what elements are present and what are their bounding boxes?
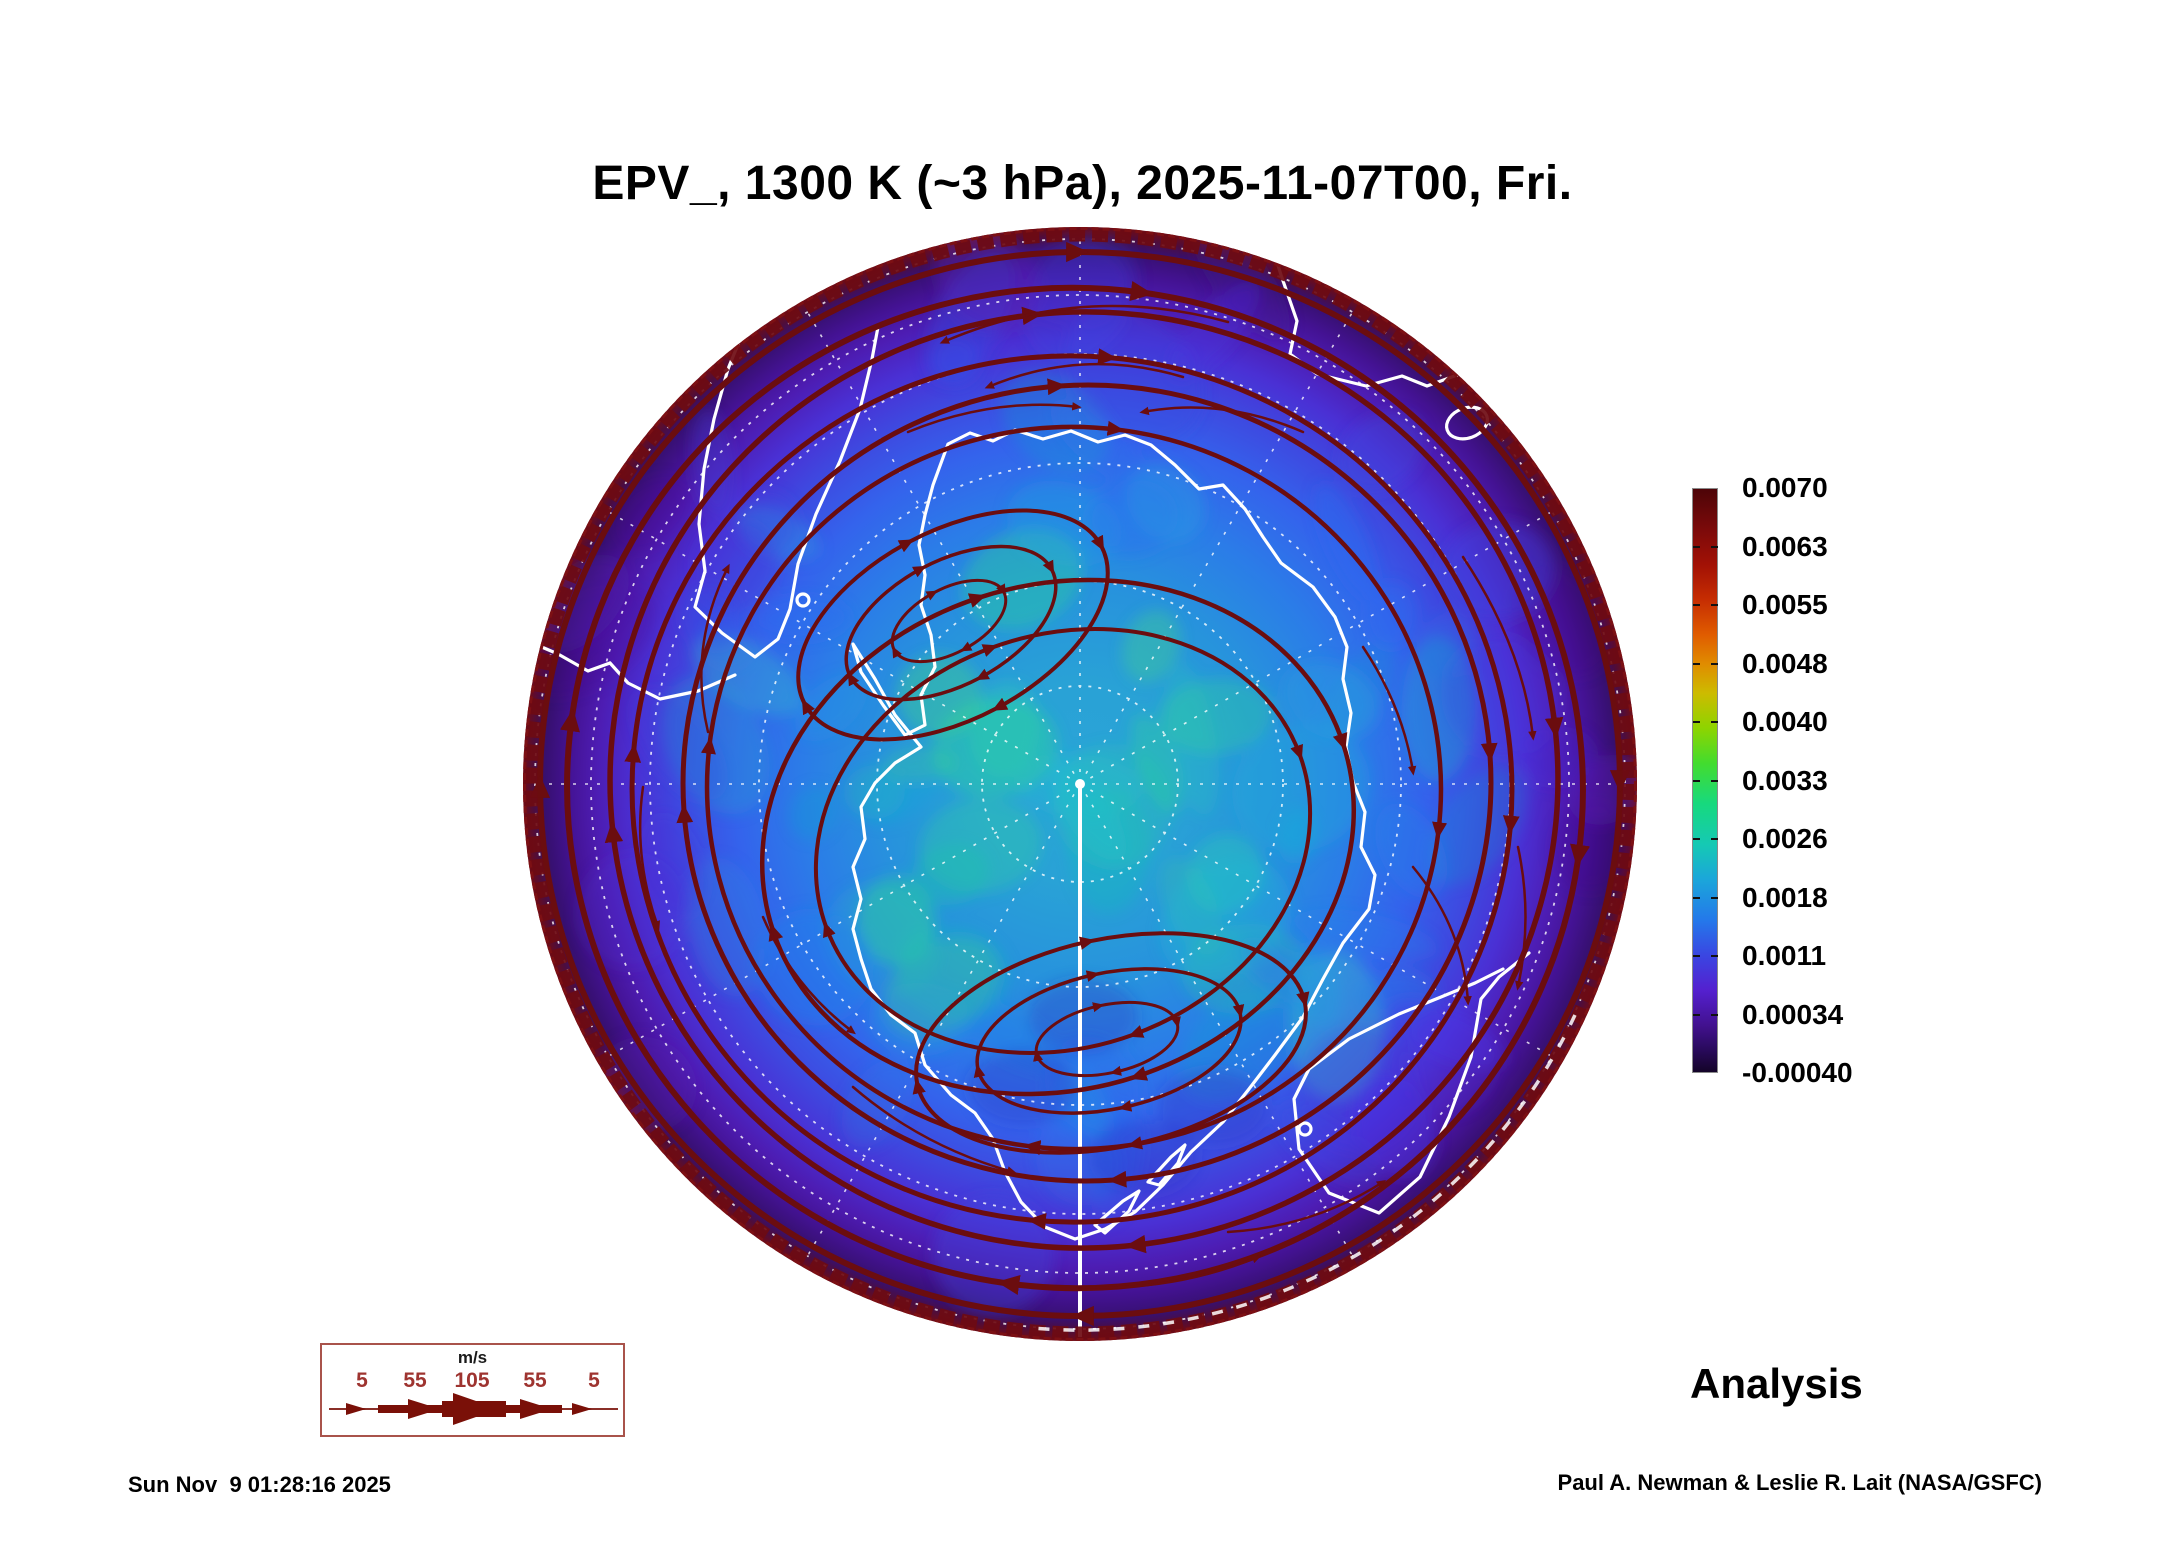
wind-streamlines bbox=[529, 241, 1631, 1327]
colorbar-tick-mark bbox=[1693, 1013, 1700, 1016]
colorbar-tick-label: 0.0026 bbox=[1742, 823, 1828, 854]
wind-speed-value: 55 bbox=[403, 1369, 427, 1392]
colorbar-tick-mark bbox=[1711, 604, 1718, 606]
wind-units-label: m/s bbox=[457, 1348, 488, 1367]
colorbar-tick-mark bbox=[1711, 896, 1718, 899]
wind-speed-value: 5 bbox=[588, 1369, 600, 1392]
colorbar-tick-mark bbox=[1693, 545, 1700, 548]
colorbar-tick-label: 0.0070 bbox=[1742, 472, 1828, 503]
colorbar-tick-mark bbox=[1711, 721, 1718, 723]
rim-coast-dashes bbox=[1031, 1014, 1577, 1332]
map-rim bbox=[523, 227, 1637, 1341]
south-pole-mark bbox=[1075, 779, 1085, 789]
rim-high-epv-band bbox=[524, 228, 1636, 1340]
colorbar-tick-label: 0.00034 bbox=[1742, 998, 1844, 1030]
wind-speed-value: 55 bbox=[523, 1369, 547, 1392]
colorbar-tick-mark bbox=[1693, 896, 1700, 899]
rim-outline bbox=[523, 227, 1637, 1341]
credit-text: Paul A. Newman & Leslie R. Lait (NASA/GS… bbox=[1557, 1470, 2042, 1495]
colorbar-tick-mark bbox=[1693, 604, 1700, 606]
colorbar-tick-mark bbox=[1711, 1013, 1718, 1016]
colorbar-tick-label: 0.0011 bbox=[1742, 940, 1827, 971]
colorbar-tick-mark bbox=[1693, 838, 1700, 840]
page-title: EPV_, 1300 K (~3 hPa), 2025-11-07T00, Fr… bbox=[592, 157, 1573, 210]
colorbar-tick-label: 0.0063 bbox=[1742, 530, 1828, 562]
colorbar-tick-mark bbox=[1711, 955, 1718, 957]
colorbar-tick-label: -0.00040 bbox=[1742, 1057, 1853, 1088]
wind-speed-value: 105 bbox=[454, 1369, 490, 1392]
colorbar-tick-mark bbox=[1711, 838, 1718, 840]
colorbar-tick-mark bbox=[1693, 662, 1700, 665]
colorbar-tick-mark bbox=[1711, 545, 1718, 548]
colorbar-tick-mark bbox=[1693, 779, 1700, 782]
wind-speed-value: 5 bbox=[356, 1369, 368, 1392]
polar-map bbox=[523, 227, 1637, 1341]
colorbar-tick-label: 0.0048 bbox=[1742, 647, 1828, 679]
colorbar-tick-mark bbox=[1693, 721, 1700, 723]
colorbar-tick-label: 0.0055 bbox=[1742, 589, 1828, 620]
colorbar-tick-mark bbox=[1693, 955, 1700, 957]
analysis-label: Analysis bbox=[1690, 1360, 1863, 1407]
colorbar-tick-label: 0.0033 bbox=[1742, 764, 1828, 796]
colorbar-tick-mark bbox=[1711, 662, 1718, 665]
colorbar-tick-mark bbox=[1711, 779, 1718, 782]
polar-map-svg bbox=[523, 227, 1637, 1341]
generated-timestamp: Sun Nov 9 01:28:16 2025 bbox=[128, 1472, 391, 1497]
wind-arrow-glyph bbox=[329, 1393, 618, 1425]
colorbar-tick-label: 0.0018 bbox=[1742, 881, 1828, 913]
wind-speed-legend: m/s 5 55 105 55 5 bbox=[320, 1343, 625, 1437]
colorbar-tick-label: 0.0040 bbox=[1742, 706, 1828, 737]
